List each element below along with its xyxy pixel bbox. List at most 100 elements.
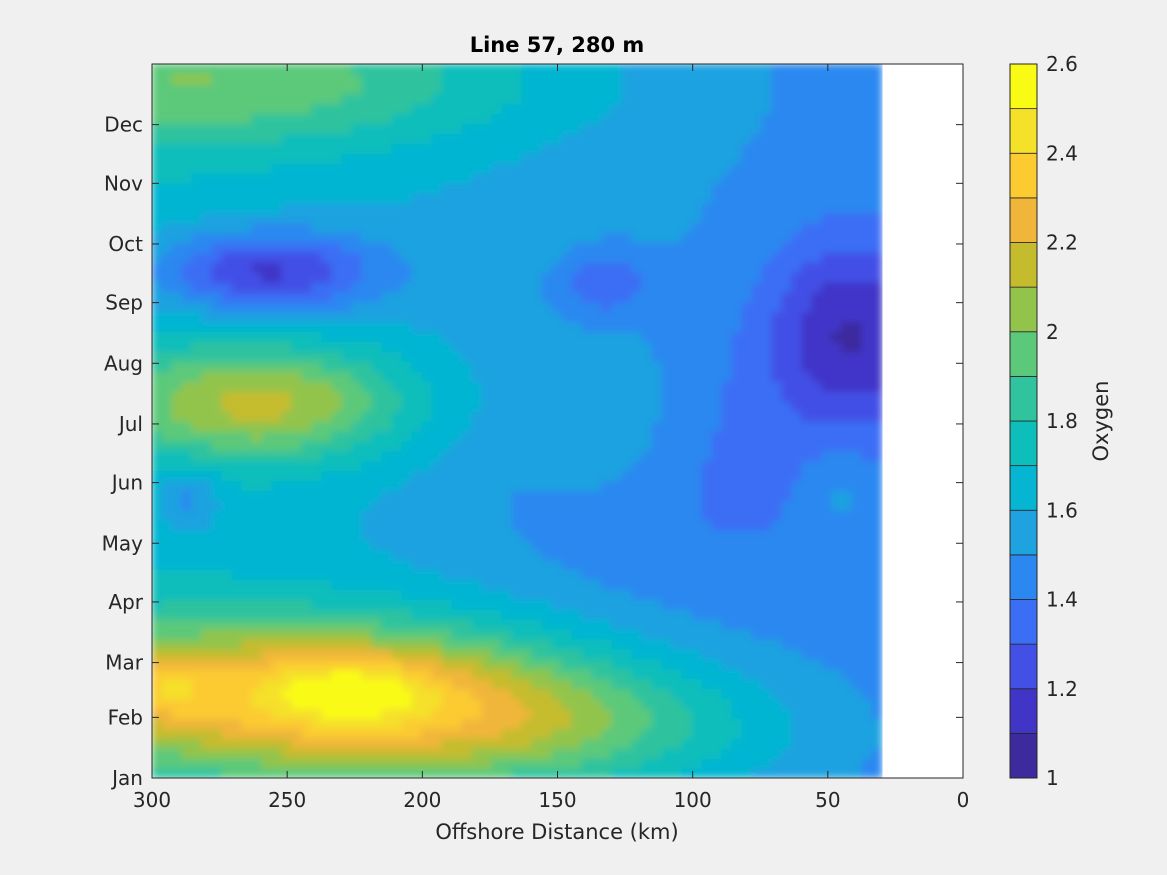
contour-cell [281, 757, 293, 769]
contour-cell [521, 152, 533, 164]
contour-cell [721, 440, 733, 452]
contour-cell [231, 410, 243, 422]
contour-cell [611, 83, 623, 95]
contour-cell [311, 618, 323, 630]
contour-cell [601, 470, 613, 481]
contour-cell [501, 132, 513, 144]
contour-cell [811, 212, 823, 224]
contour-cell [701, 400, 713, 412]
contour-cell [341, 470, 353, 481]
contour-cell [451, 569, 463, 581]
contour-cell [661, 291, 673, 303]
contour-cell [721, 103, 733, 115]
contour-cell [341, 172, 353, 184]
contour-cell [541, 142, 553, 154]
contour-cell [201, 142, 213, 154]
contour-cell [381, 480, 393, 491]
contour-cell [441, 460, 453, 472]
contour-cell [581, 549, 593, 561]
contour-cell [241, 718, 253, 729]
contour-cell [211, 142, 223, 154]
contour-cell [711, 123, 723, 134]
contour-cell [241, 559, 253, 571]
contour-cell [451, 73, 463, 85]
contour-cell [261, 489, 273, 501]
contour-cell [191, 529, 203, 541]
contour-cell [281, 132, 293, 144]
contour-cell [241, 242, 253, 253]
contour-cell [791, 311, 803, 323]
contour-cell [631, 737, 643, 749]
contour-cell [241, 301, 253, 313]
contour-cell [391, 450, 403, 462]
contour-cell [381, 251, 393, 263]
contour-cell [711, 460, 723, 472]
contour-cell [501, 549, 513, 561]
contour-cell [811, 470, 823, 481]
contour-cell [641, 708, 653, 719]
contour-cell [691, 410, 703, 422]
contour-cell [301, 212, 313, 224]
contour-cell [581, 251, 593, 263]
contour-cell [291, 142, 303, 154]
contour-cell [261, 727, 273, 739]
contour-cell [211, 152, 223, 164]
contour-cell [811, 291, 823, 303]
contour-cell [681, 192, 693, 204]
contour-cell [241, 658, 253, 670]
contour-cell [621, 539, 633, 551]
contour-cell [321, 678, 333, 690]
contour-cell [751, 261, 763, 273]
contour-cell [761, 727, 773, 739]
contour-cell [751, 291, 763, 303]
contour-cell [821, 420, 833, 432]
contour-cell [581, 182, 593, 194]
contour-cell [611, 599, 623, 610]
contour-cell [761, 668, 773, 680]
contour-cell [831, 737, 843, 749]
contour-cell [491, 648, 503, 660]
contour-cell [301, 509, 313, 521]
contour-cell [361, 281, 373, 293]
contour-cell [221, 539, 233, 551]
contour-cell [261, 638, 273, 650]
contour-cell [641, 430, 653, 442]
contour-cell [801, 509, 813, 521]
contour-cell [591, 668, 603, 680]
contour-cell [511, 658, 523, 670]
contour-cell [781, 767, 793, 778]
contour-cell [541, 301, 553, 313]
contour-cell [601, 321, 613, 333]
contour-cell [291, 440, 303, 452]
contour-cell [591, 64, 603, 75]
contour-cell [521, 529, 533, 541]
contour-cell [431, 519, 443, 531]
contour-cell [491, 757, 503, 769]
contour-cell [521, 440, 533, 452]
contour-cell [471, 162, 483, 174]
contour-cell [401, 182, 413, 194]
contour-cell [651, 123, 663, 134]
contour-cell [251, 123, 263, 134]
contour-cell [161, 599, 173, 610]
contour-cell [781, 658, 793, 670]
contour-cell [681, 539, 693, 551]
contour-cell [171, 767, 183, 778]
contour-cell [221, 569, 233, 581]
contour-cell [431, 83, 443, 95]
contour-cell [441, 767, 453, 778]
contour-cell [791, 370, 803, 382]
contour-cell [741, 410, 753, 422]
contour-cell [281, 351, 293, 362]
contour-cell [301, 727, 313, 739]
contour-cell [571, 321, 583, 333]
contour-cell [701, 589, 713, 600]
contour-cell [331, 668, 343, 680]
contour-cell [201, 688, 213, 700]
contour-cell [181, 400, 193, 412]
contour-cell [371, 529, 383, 541]
contour-cell [681, 757, 693, 769]
contour-cell [831, 430, 843, 442]
contour-cell [551, 291, 563, 303]
contour-cell [301, 400, 313, 412]
